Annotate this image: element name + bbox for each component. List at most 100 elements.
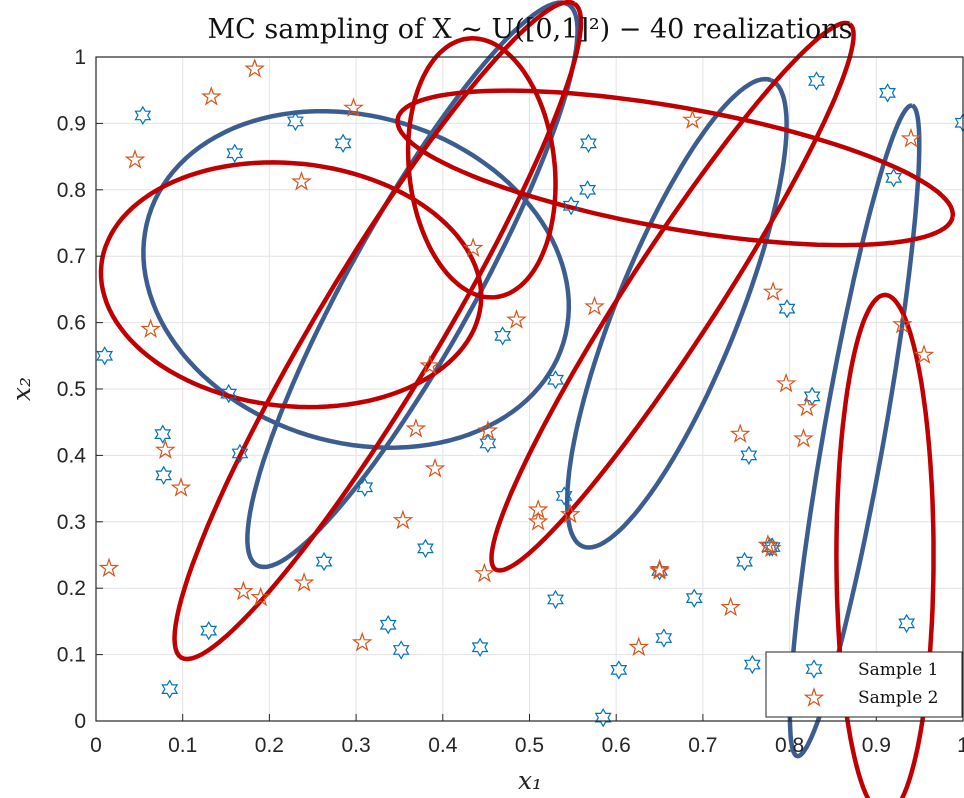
y-tick-label: 0.8 — [57, 179, 86, 202]
point-series-2 — [462, 237, 484, 257]
point-series-1 — [479, 433, 497, 454]
point-series-2 — [293, 572, 315, 592]
ellipse-8 — [395, 88, 956, 248]
point-series-2 — [140, 318, 161, 338]
y-tick-label: 0.5 — [57, 378, 86, 401]
point-series-1 — [494, 326, 512, 346]
y-tick-label: 0.7 — [57, 245, 86, 268]
point-series-1 — [155, 465, 173, 485]
point-series-2 — [244, 58, 265, 78]
point-series-2 — [351, 631, 373, 652]
point-series-2 — [233, 580, 254, 601]
y-tick-label: 0.1 — [57, 644, 86, 667]
point-series-1 — [315, 551, 333, 572]
ellipse-9 — [834, 292, 936, 798]
x-tick-label: 0.4 — [428, 734, 458, 757]
legend-marker-sample-1 — [805, 659, 823, 679]
legend-marker-sample-2 — [803, 687, 825, 707]
x-tick-label: 0.9 — [862, 734, 891, 757]
point-series-2 — [584, 295, 605, 316]
point-series-1 — [392, 640, 410, 660]
point-series-2 — [250, 586, 272, 607]
chart-title: MC sampling of X ~ U([0,1]²) − 40 realiz… — [207, 14, 852, 45]
point-series-2 — [405, 417, 427, 438]
point-series-2 — [392, 509, 414, 530]
point-series-1 — [736, 551, 753, 572]
ellipse-7 — [98, 160, 484, 410]
point-series-2 — [900, 127, 922, 148]
legend-pentagram-icon — [803, 687, 825, 707]
point-series-2 — [913, 344, 935, 364]
x-tick-label: 0.5 — [515, 734, 544, 757]
point-series-2 — [419, 354, 441, 375]
point-series-1 — [547, 369, 564, 390]
point-series-1 — [547, 589, 564, 610]
point-series-2 — [474, 562, 495, 583]
point-series-1 — [226, 143, 244, 164]
point-series-2 — [124, 149, 146, 169]
legend-label-sample-2: Sample 2 — [858, 688, 939, 708]
y-tick-label: 0.6 — [57, 312, 86, 335]
y-tick-label: 1 — [74, 46, 86, 69]
point-series-1 — [96, 346, 114, 366]
point-series-2 — [477, 419, 499, 440]
legend-box — [765, 651, 963, 718]
point-series-2 — [155, 439, 176, 459]
point-series-2 — [424, 457, 446, 478]
ellipse-3 — [787, 103, 922, 759]
y-tick-label: 0.3 — [57, 511, 86, 534]
point-series-1 — [356, 477, 374, 498]
x-tick-label: 0.8 — [775, 734, 804, 757]
point-series-1 — [417, 538, 434, 559]
point-series-2 — [559, 503, 581, 524]
point-series-2 — [793, 427, 814, 448]
point-series-1 — [685, 588, 703, 608]
point-series-2 — [757, 534, 779, 554]
point-series-2 — [343, 97, 364, 117]
x-tick-label: 0.7 — [688, 734, 717, 757]
point-series-1 — [898, 613, 916, 634]
y-tick-label: 0.9 — [57, 112, 86, 135]
point-series-1 — [743, 654, 761, 675]
point-series-2 — [729, 423, 751, 443]
legend-hexagram-icon — [805, 659, 823, 679]
x-tick-label: 0 — [90, 734, 102, 757]
point-series-1 — [885, 168, 903, 188]
point-series-2 — [527, 510, 549, 531]
legend: Sample 1 Sample 2 — [765, 651, 963, 718]
point-series-1 — [808, 71, 825, 91]
point-series-2 — [892, 313, 913, 334]
ellipse-4 — [405, 36, 558, 300]
point-series-1 — [379, 614, 397, 635]
x-tick-label: 0.6 — [602, 734, 631, 757]
point-series-1 — [778, 299, 796, 319]
ellipse-6 — [489, 20, 856, 573]
point-series-1 — [594, 708, 612, 728]
point-series-2 — [201, 85, 222, 106]
point-series-2 — [682, 109, 703, 129]
point-series-2 — [720, 596, 741, 617]
point-series-1 — [134, 105, 152, 126]
point-series-1 — [220, 383, 238, 404]
point-series-1 — [610, 660, 628, 680]
x-axis-label: x₁ — [518, 766, 542, 795]
point-series-2 — [762, 281, 784, 301]
point-series-2 — [775, 372, 797, 393]
point-series-1 — [555, 486, 573, 506]
point-series-2 — [98, 557, 120, 578]
x-tick-label: 1 — [957, 734, 964, 757]
point-series-1 — [740, 445, 758, 466]
point-series-2 — [506, 309, 527, 329]
point-series-2 — [761, 537, 782, 558]
y-axis-label: x₂ — [7, 377, 36, 401]
point-series-1 — [334, 133, 352, 153]
point-series-1 — [286, 111, 304, 132]
point-series-1 — [161, 679, 179, 699]
point-series-2 — [649, 558, 670, 579]
y-tick-label: 0.4 — [57, 444, 87, 467]
y-tick-label: 0 — [74, 710, 86, 733]
point-series-1 — [763, 537, 781, 557]
point-series-2 — [796, 396, 818, 417]
point-series-1 — [154, 424, 172, 444]
